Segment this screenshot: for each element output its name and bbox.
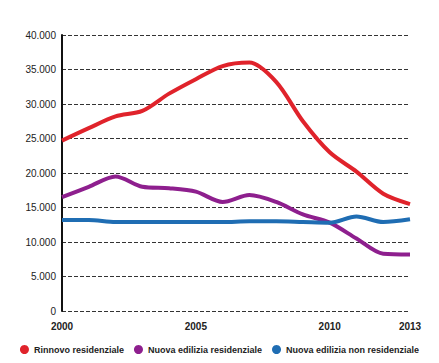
svg-text:30.000: 30.000 — [25, 99, 56, 110]
svg-text:0: 0 — [50, 306, 56, 317]
svg-text:25.000: 25.000 — [25, 133, 56, 144]
svg-text:10.000: 10.000 — [25, 237, 56, 248]
svg-text:40.000: 40.000 — [25, 30, 56, 41]
svg-text:2013: 2013 — [399, 321, 422, 332]
svg-text:2005: 2005 — [185, 321, 208, 332]
svg-text:2010: 2010 — [319, 321, 342, 332]
svg-text:15.000: 15.000 — [25, 202, 56, 213]
svg-text:35.000: 35.000 — [25, 64, 56, 75]
svg-text:20.000: 20.000 — [25, 168, 56, 179]
svg-text:Nuova edilizia residenziale: Nuova edilizia residenziale — [148, 345, 262, 355]
svg-text:Nuova edilizia non residenzial: Nuova edilizia non residenziale — [286, 345, 419, 355]
svg-text:5.000: 5.000 — [31, 271, 56, 282]
svg-text:2000: 2000 — [51, 321, 74, 332]
svg-text:Rinnovo residenziale: Rinnovo residenziale — [34, 345, 124, 355]
